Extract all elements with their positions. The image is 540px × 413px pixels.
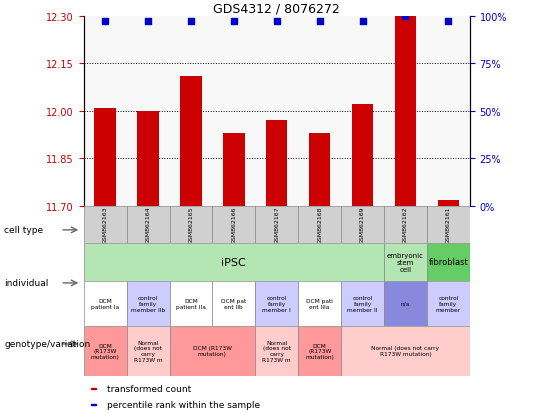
Point bbox=[187, 19, 195, 26]
FancyBboxPatch shape bbox=[427, 244, 470, 281]
FancyBboxPatch shape bbox=[255, 281, 298, 326]
Text: n/a: n/a bbox=[401, 301, 410, 306]
Text: DCM
patient IIa: DCM patient IIa bbox=[176, 298, 206, 309]
Text: control
family
member I: control family member I bbox=[262, 295, 291, 312]
Text: genotype/variation: genotype/variation bbox=[4, 339, 90, 349]
Bar bbox=[180, 77, 201, 206]
FancyBboxPatch shape bbox=[341, 281, 384, 326]
Text: embryonic
stem
cell: embryonic stem cell bbox=[387, 252, 424, 272]
Text: GSM862168: GSM862168 bbox=[317, 206, 322, 244]
FancyBboxPatch shape bbox=[255, 206, 298, 244]
FancyBboxPatch shape bbox=[255, 326, 298, 376]
Point bbox=[401, 13, 410, 20]
FancyBboxPatch shape bbox=[170, 206, 212, 244]
Text: control
family
member: control family member bbox=[436, 295, 461, 312]
Bar bbox=[223, 134, 245, 206]
Text: Normal
(does not
carry
R173W m: Normal (does not carry R173W m bbox=[134, 340, 163, 362]
Bar bbox=[352, 105, 373, 206]
Text: transformed count: transformed count bbox=[107, 384, 191, 393]
FancyBboxPatch shape bbox=[341, 206, 384, 244]
FancyBboxPatch shape bbox=[212, 206, 255, 244]
FancyBboxPatch shape bbox=[298, 281, 341, 326]
Text: percentile rank within the sample: percentile rank within the sample bbox=[107, 400, 260, 408]
Point bbox=[315, 19, 324, 26]
Point bbox=[144, 19, 152, 26]
Text: fibroblast: fibroblast bbox=[428, 258, 468, 267]
Text: GSM862165: GSM862165 bbox=[188, 206, 193, 244]
Point bbox=[101, 19, 110, 26]
Point bbox=[444, 19, 453, 26]
Text: control
family
member II: control family member II bbox=[347, 295, 378, 312]
Text: GSM862164: GSM862164 bbox=[146, 206, 151, 244]
Point bbox=[358, 19, 367, 26]
FancyBboxPatch shape bbox=[170, 281, 212, 326]
FancyBboxPatch shape bbox=[170, 326, 255, 376]
FancyBboxPatch shape bbox=[341, 326, 470, 376]
FancyBboxPatch shape bbox=[84, 206, 126, 244]
FancyBboxPatch shape bbox=[298, 206, 341, 244]
Text: iPSC: iPSC bbox=[221, 257, 246, 267]
Point bbox=[273, 19, 281, 26]
Text: GSM862162: GSM862162 bbox=[403, 206, 408, 244]
FancyBboxPatch shape bbox=[126, 326, 170, 376]
Text: control
family
member IIb: control family member IIb bbox=[131, 295, 165, 312]
Text: GSM862167: GSM862167 bbox=[274, 206, 279, 244]
Bar bbox=[437, 200, 459, 206]
Bar bbox=[309, 134, 330, 206]
FancyBboxPatch shape bbox=[384, 244, 427, 281]
Text: DCM
patient Ia: DCM patient Ia bbox=[91, 298, 119, 309]
Text: DCM pat
ent IIb: DCM pat ent IIb bbox=[221, 298, 246, 309]
Bar bbox=[91, 404, 96, 405]
FancyBboxPatch shape bbox=[84, 326, 126, 376]
Text: DCM pati
ent IIIa: DCM pati ent IIIa bbox=[306, 298, 333, 309]
Text: GSM862166: GSM862166 bbox=[231, 206, 237, 244]
Text: DCM
(R173W
mutation): DCM (R173W mutation) bbox=[305, 343, 334, 359]
Text: DCM
(R173W
mutation): DCM (R173W mutation) bbox=[91, 343, 119, 359]
Bar bbox=[266, 121, 287, 206]
FancyBboxPatch shape bbox=[427, 206, 470, 244]
Text: cell type: cell type bbox=[4, 226, 43, 235]
FancyBboxPatch shape bbox=[212, 281, 255, 326]
FancyBboxPatch shape bbox=[384, 281, 427, 326]
Point bbox=[230, 19, 238, 26]
Text: individual: individual bbox=[4, 279, 49, 288]
Text: DCM (R173W
mutation): DCM (R173W mutation) bbox=[193, 346, 232, 356]
FancyBboxPatch shape bbox=[298, 326, 341, 376]
FancyBboxPatch shape bbox=[427, 281, 470, 326]
FancyBboxPatch shape bbox=[126, 206, 170, 244]
Text: GSM862161: GSM862161 bbox=[446, 206, 451, 244]
Bar bbox=[94, 108, 116, 206]
FancyBboxPatch shape bbox=[84, 244, 384, 281]
Text: Normal
(does not
carry
R173W m: Normal (does not carry R173W m bbox=[262, 340, 291, 362]
Bar bbox=[91, 388, 96, 389]
Bar bbox=[137, 112, 159, 206]
Text: Normal (does not carry
R173W mutation): Normal (does not carry R173W mutation) bbox=[372, 346, 440, 356]
FancyBboxPatch shape bbox=[84, 281, 126, 326]
Title: GDS4312 / 8076272: GDS4312 / 8076272 bbox=[213, 2, 340, 15]
Bar bbox=[395, 17, 416, 207]
Text: GSM862163: GSM862163 bbox=[103, 206, 107, 244]
FancyBboxPatch shape bbox=[126, 281, 170, 326]
FancyBboxPatch shape bbox=[384, 206, 427, 244]
Text: GSM862169: GSM862169 bbox=[360, 206, 365, 244]
